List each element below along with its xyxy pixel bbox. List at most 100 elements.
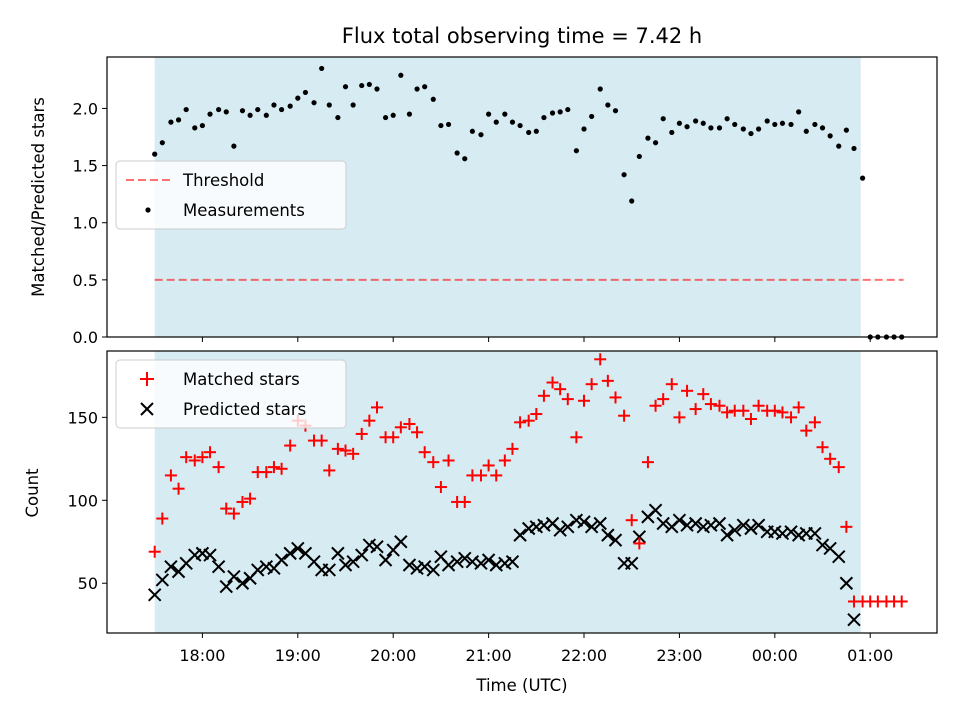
predicted-point [832,549,846,564]
legend-matched-swatch [140,372,154,386]
predicted-point [426,563,440,577]
legend-measurements-label: Measurements [183,201,305,220]
measurement-point [684,124,690,130]
measurement-point [175,117,182,123]
matched-point [641,456,654,469]
matched-point [434,481,447,494]
matched-point [403,417,416,430]
matched-point [148,545,161,558]
matched-point [681,384,694,397]
matched-point [506,442,519,455]
predicted-point [283,546,297,561]
measurement-point [581,126,587,132]
predicted-point [808,526,822,541]
predicted-point [450,554,464,569]
legend-threshold-label: Threshold [182,171,264,190]
measurement-point [271,102,277,108]
measurement-point [422,84,428,90]
measurement-point [469,128,475,134]
top-x-ticks [201,337,871,342]
matched-point [514,416,527,429]
matched-point [474,469,487,482]
top-legend-box [115,160,347,230]
measurement-point [454,150,460,156]
measurement-point [621,172,627,178]
measurement-point [708,125,714,131]
x-tick-label: 01:00 [847,646,893,665]
measurement-point [486,111,492,117]
matched-point [498,454,511,467]
measurements-series [152,65,905,340]
predicted-point [235,576,250,590]
top-axes-frame [106,56,938,338]
matched-point [561,393,574,406]
predicted-point [712,516,727,531]
measurement-point [335,114,341,121]
measurement-point [366,81,372,88]
measurement-point [812,121,818,128]
measurement-point [192,125,198,131]
predicted-point [608,533,623,547]
matched-point [522,414,535,427]
bottom-panel: Count Time (UTC) 50 100 150 18:00 19:00 20:0… [23,350,938,695]
matched-point [339,444,352,457]
measurement-point [660,116,666,122]
predicted-point [331,546,345,561]
measurement-point [478,132,484,138]
measurement-point [526,129,532,136]
measurement-point [462,156,468,162]
predicted-point [593,516,607,531]
chart-title: Flux total observing time = 7.42 h [342,24,702,48]
x-tick-label: 20:00 [370,646,416,665]
predicted-point [481,553,496,567]
measurement-point [319,65,325,72]
measurement-point [843,127,849,133]
matched-point [633,537,646,550]
matched-point [363,414,376,427]
predicted-point [203,548,217,562]
measurement-point [159,140,165,146]
predicted-point [474,556,488,571]
measurement-point [493,119,499,125]
predicted-point [505,554,520,569]
measurement-point [430,96,436,102]
predicted-point [211,559,226,574]
predicted-point [632,530,647,544]
measurement-point [557,109,563,115]
matched-point [458,495,471,508]
y-tick-label: 1.5 [73,157,98,176]
measurement-point [502,111,508,117]
matched-point [840,520,853,533]
predicted-point [355,548,369,562]
measurement-point [414,86,420,92]
measurement-point [612,108,619,114]
matched-point [800,424,813,437]
top-y-ticks: 0.0 0.5 1.0 1.5 2.0 [73,99,107,347]
measurement-point [645,135,651,141]
matched-point [744,413,757,426]
measurement-point [605,102,611,108]
predicted-point [227,569,241,584]
predicted-point [720,528,734,542]
matched-point [323,464,336,477]
predicted-point [394,535,408,549]
measurement-point [382,114,389,121]
y-tick-label: 50 [78,574,98,593]
matched-point [442,454,455,467]
matched-point [808,416,821,429]
measurement-point [700,120,706,126]
matched-point [418,446,431,459]
matched-point [618,409,631,422]
legend-matched-label: Matched stars [183,370,300,389]
top-panel: Flux total observing time = 7.42 h Match… [29,24,938,347]
measurement-point [772,121,778,128]
measurement-point [827,133,833,139]
matched-point [570,431,583,444]
matched-point [768,404,781,417]
matched-point [180,451,193,464]
predicted-point [672,513,687,527]
measurement-point [359,82,365,89]
x-tick-label: 00:00 [752,646,798,665]
measurement-point [779,120,786,126]
matched-point [204,446,217,459]
